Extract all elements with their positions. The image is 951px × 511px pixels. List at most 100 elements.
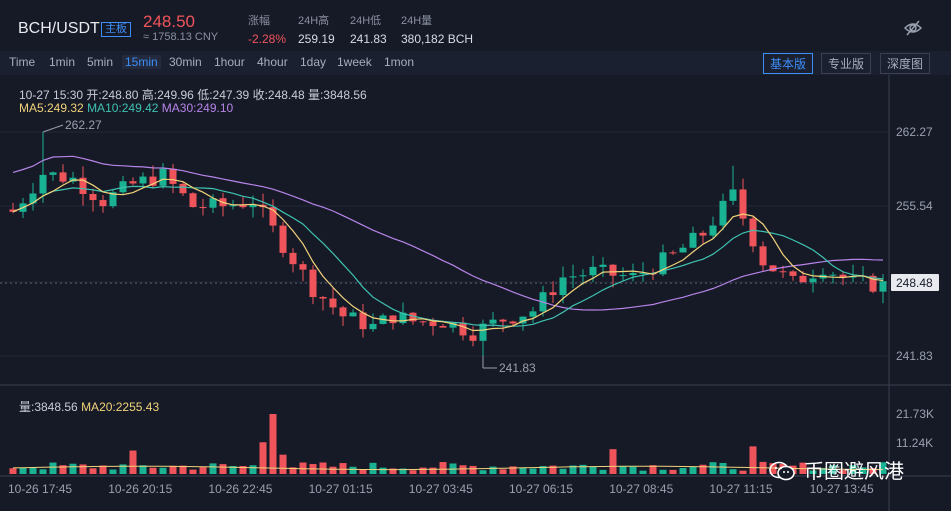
tab-5min[interactable]: 5min xyxy=(87,55,114,69)
chart-toolbar: Time 1min 5min 15min 30min 1hour 4hour 1… xyxy=(0,51,951,75)
volume-bar xyxy=(739,470,747,474)
ticker-header: BCH/USDT 主板 248.50 ≈ 1758.13 CNY 涨幅 -2.2… xyxy=(0,0,951,50)
volume-bar xyxy=(89,468,97,474)
volume-bar xyxy=(829,465,837,474)
candle-body xyxy=(349,312,357,317)
tab-1mon[interactable]: 1mon xyxy=(384,55,415,69)
candle-body xyxy=(479,323,487,341)
board-badge: 主板 xyxy=(101,22,131,37)
candle-body xyxy=(169,168,177,184)
ohlc-open: 开:248.80 xyxy=(86,88,139,102)
volume-bar xyxy=(719,462,727,474)
ohlc-info: 10-27 15:30 开:248.80 高:249.96 低:247.39 收… xyxy=(19,86,367,103)
tab-1day[interactable]: 1day xyxy=(300,55,327,69)
candle-body xyxy=(869,275,877,292)
ohlc-volume: 量:3848.56 xyxy=(307,88,367,102)
last-price: 248.50 xyxy=(143,12,195,31)
volume-bar xyxy=(259,442,267,474)
volume-bar xyxy=(29,467,37,474)
tab-1min[interactable]: 1min xyxy=(49,55,76,69)
tab-time[interactable]: Time xyxy=(9,55,36,69)
volume-bar xyxy=(39,469,47,474)
candle-body xyxy=(659,252,667,275)
volume-axis-label: 11.24K xyxy=(896,436,933,450)
candle-body xyxy=(389,315,397,324)
candle-body xyxy=(769,265,777,272)
change-label: 涨幅 xyxy=(248,15,270,27)
time-axis-label: 10-26 17:45 xyxy=(8,482,72,496)
candle-body xyxy=(399,312,407,324)
volume-bar xyxy=(149,467,157,474)
volume-bar xyxy=(249,465,257,474)
candle-body xyxy=(549,292,557,296)
candlestick-chart[interactable]: 262.27 255.54 241.83 248.48 21.73K 11.24K 10-2… xyxy=(0,75,951,511)
volume-bar xyxy=(19,467,27,474)
volume-bar xyxy=(139,465,147,474)
tab-1hour[interactable]: 1hour xyxy=(214,55,245,69)
volume-stat: 24H量 380,182 BCH xyxy=(401,12,473,46)
ohlc-time: 10-27 15:30 xyxy=(19,88,84,102)
candle-body xyxy=(149,176,157,186)
candle-body xyxy=(679,247,687,253)
low-marker-label: 241.83 xyxy=(499,361,536,375)
current-price-label: 248.48 xyxy=(896,276,933,290)
candle-body xyxy=(699,232,707,236)
tab-30min[interactable]: 30min xyxy=(169,55,202,69)
candle-body xyxy=(429,321,437,326)
volume-bar xyxy=(749,446,757,474)
time-axis-label: 10-27 06:15 xyxy=(509,482,573,496)
low-stat: 24H低 241.83 xyxy=(350,12,387,46)
candle-body xyxy=(159,168,167,186)
volume-bar xyxy=(709,462,717,474)
price-axis-label: 262.27 xyxy=(896,125,933,139)
eye-slash-icon[interactable] xyxy=(903,18,923,38)
volume-bar xyxy=(769,463,777,474)
time-axis-label: 10-26 20:15 xyxy=(108,482,172,496)
ohlc-close: 收:248.48 xyxy=(252,88,305,102)
candle-body xyxy=(489,319,497,324)
volume-bar xyxy=(49,462,57,474)
candle-body xyxy=(809,278,817,283)
candle-body xyxy=(439,325,447,328)
tab-15min[interactable]: 15min xyxy=(122,55,161,69)
volume-bar xyxy=(559,468,567,474)
candle-body xyxy=(579,275,587,277)
candle-body xyxy=(299,264,307,270)
view-basic-button[interactable]: 基本版 xyxy=(763,53,814,74)
volume-bar xyxy=(9,468,17,474)
volume-bar xyxy=(529,468,537,474)
volume-bar xyxy=(229,466,237,474)
candle-body xyxy=(719,200,727,226)
view-depth-button[interactable]: 深度图 xyxy=(880,53,931,74)
trading-pair[interactable]: BCH/USDT xyxy=(18,20,100,37)
price-axis-label: 241.83 xyxy=(896,349,933,363)
candle-body xyxy=(739,189,747,219)
candle-body xyxy=(129,181,137,184)
candle-body xyxy=(689,232,697,248)
candle-body xyxy=(629,273,637,276)
volume-bar xyxy=(589,466,597,474)
volume-label: 24H量 xyxy=(401,15,433,27)
time-axis-label: 10-27 13:45 xyxy=(810,482,874,496)
candle-body xyxy=(409,312,417,322)
high-marker-line xyxy=(42,124,64,133)
cny-price: ≈ 1758.13 CNY xyxy=(143,31,219,43)
view-pro-button[interactable]: 专业版 xyxy=(821,53,872,74)
candle-body xyxy=(29,193,37,204)
volume-bar xyxy=(649,465,657,474)
current-price-tag xyxy=(891,274,939,291)
ma30-line xyxy=(12,155,884,311)
volume-bar xyxy=(289,467,297,474)
candle-body xyxy=(289,252,297,265)
ma-info: MA5:249.32 MA10:249.42 MA30:249.10 xyxy=(19,101,233,115)
volume-bar xyxy=(459,465,467,474)
volume-bar xyxy=(169,465,177,474)
tab-4hour[interactable]: 4hour xyxy=(257,55,288,69)
volume-bar xyxy=(99,465,107,474)
time-axis-label: 10-27 01:15 xyxy=(309,482,373,496)
candle-body xyxy=(749,218,757,247)
candle-body xyxy=(779,271,787,273)
time-axis-label: 10-27 08:45 xyxy=(609,482,673,496)
candle-body xyxy=(109,192,117,207)
tab-1week[interactable]: 1week xyxy=(337,55,372,69)
